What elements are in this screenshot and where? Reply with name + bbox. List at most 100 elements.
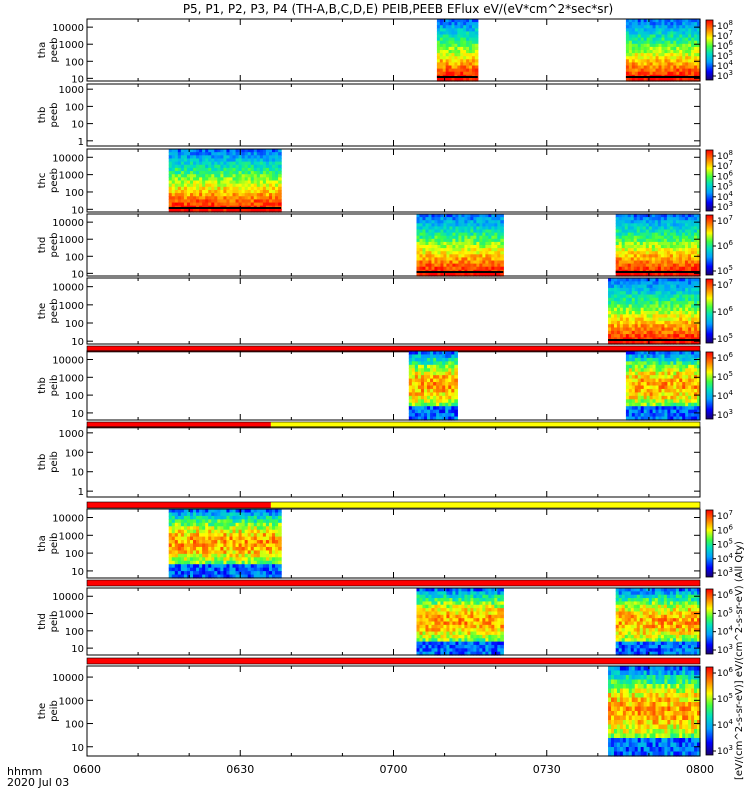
spectrogram-cell (454, 354, 458, 358)
y-tick-label: 10000 (52, 355, 84, 366)
spectrogram-block (437, 19, 478, 82)
y-tick-label: 10 (71, 74, 84, 85)
mode-bar-red (87, 502, 271, 508)
colorbar-tick-label: 104 (717, 389, 733, 402)
panel-label-line1: thb (37, 377, 48, 394)
colorbar-tick-label: 106 (717, 351, 733, 364)
y-tick-label: 100 (65, 57, 84, 68)
panel-label-line2: peeb (49, 233, 60, 258)
spectrogram-cell (454, 351, 458, 355)
colorbar (706, 20, 713, 80)
chart-title: P5, P1, P2, P3, P4 (TH-A,B,C,D,E) PEIB,P… (183, 2, 613, 16)
y-tick-label: 10 (71, 269, 84, 280)
panel-label-line2: peeb (49, 168, 60, 193)
y-tick-label: 10000 (52, 153, 84, 164)
panel-label-line1: thd (37, 237, 48, 254)
spectrogram-cell (454, 406, 458, 410)
panel-label-line2: peeb (49, 103, 60, 128)
y-tick-label: 1 (78, 487, 84, 498)
y-tick-label: 1000 (59, 373, 84, 384)
y-tick-label: 10 (71, 468, 84, 479)
y-tick-label: 10 (71, 205, 84, 216)
panel-label-line1: the (37, 303, 48, 319)
y-tick-label: 1000 (59, 40, 84, 51)
spectrogram-cell (454, 399, 458, 403)
spectrogram-cell (454, 358, 458, 362)
spectrogram-block (169, 509, 282, 579)
panel-label-line2: peib (49, 451, 60, 473)
colorbar-tick-label: 107 (717, 214, 733, 227)
spectrogram-cell (454, 389, 458, 393)
y-tick-label: 10 (71, 337, 84, 348)
spectrogram-block (409, 351, 458, 421)
spectrogram-cell (454, 392, 458, 396)
spectrogram-block (616, 214, 701, 277)
colorbar (706, 279, 713, 343)
y-tick-label: 1000 (59, 429, 84, 440)
y-tick-label: 1000 (59, 171, 84, 182)
panel-label-line2: peib (49, 375, 60, 397)
y-tick-label: 1000 (59, 85, 84, 96)
spectrogram-block (626, 351, 701, 421)
panel-label-line1: thc (37, 173, 48, 189)
spectrogram-block (416, 214, 503, 277)
spectrogram-cell (454, 396, 458, 400)
panel-label-line1: thb (37, 107, 48, 124)
spectrogram-cell (454, 365, 458, 369)
spectrogram-cell (454, 382, 458, 386)
panel-label-line2: peeb (49, 38, 60, 63)
colorbar-tick-label: 105 (717, 332, 733, 345)
y-tick-label: 100 (65, 391, 84, 402)
spectrogram-block (626, 19, 701, 82)
y-tick-label: 10000 (52, 218, 84, 229)
spectrogram-cell (454, 372, 458, 376)
y-tick-label: 100 (65, 188, 84, 199)
y-tick-label: 1000 (59, 301, 84, 312)
y-tick-label: 100 (65, 319, 84, 330)
spectrogram-cell (454, 413, 458, 417)
panel-frame (87, 19, 700, 81)
y-tick-label: 1000 (59, 235, 84, 246)
panel-label-line1: tha (37, 42, 48, 58)
spectrogram-cell (454, 410, 458, 414)
y-tick-label: 100 (65, 448, 84, 459)
colorbar (706, 352, 713, 419)
colorbar (706, 215, 713, 275)
mode-bar-yellow (271, 502, 700, 508)
spectrogram-block (608, 278, 701, 345)
y-tick-label: 100 (65, 252, 84, 263)
panel-frame (87, 214, 700, 276)
colorbar-tick-label: 105 (717, 370, 733, 383)
panel-label-line2: peeb (49, 299, 60, 324)
colorbar (706, 150, 713, 211)
y-tick-label: 100 (65, 102, 84, 113)
y-tick-label: 10 (71, 120, 84, 131)
y-tick-label: 10000 (52, 283, 84, 294)
colorbar-tick-label: 106 (717, 305, 733, 318)
y-tick-label: 10 (71, 409, 84, 420)
y-tick-label: 1 (78, 137, 84, 148)
spectrogram-cell (454, 375, 458, 379)
colorbar-tick-label: 105 (717, 264, 733, 277)
spectrogram-cell (454, 386, 458, 390)
panel-frame (87, 351, 700, 420)
colorbar-tick-label: 106 (717, 239, 733, 252)
colorbar-tick-label: 107 (717, 278, 733, 291)
spectrogram-cell (454, 403, 458, 407)
y-tick-label: 10000 (52, 23, 84, 34)
spectrogram-cell (454, 368, 458, 372)
colorbar-tick-label: 103 (717, 408, 733, 421)
spectrogram-cell (454, 361, 458, 365)
spectrogram-block (169, 149, 282, 213)
panel-label-line1: thb (37, 454, 48, 471)
